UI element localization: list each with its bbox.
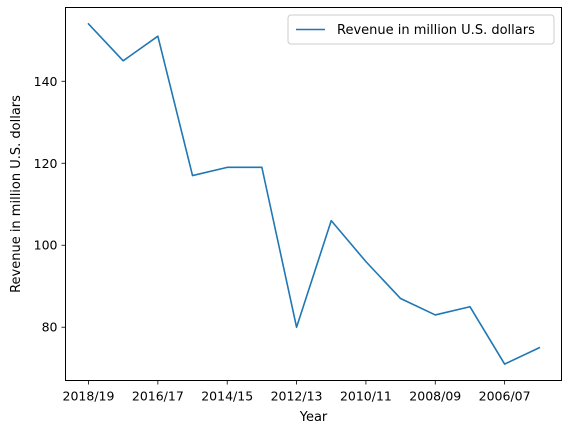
y-axis-ticks: 80 100 120 140 (34, 74, 66, 335)
legend-label: Revenue in million U.S. dollars (337, 23, 535, 38)
plot-area (65, 7, 562, 381)
plot-frame (65, 7, 562, 381)
x-tick-label: 2008/09 (409, 389, 461, 404)
y-tick-label: 140 (34, 74, 58, 89)
x-tick-label: 2012/13 (271, 389, 323, 404)
legend-box (287, 14, 555, 45)
revenue-series-line (87, 22, 541, 365)
legend: Revenue in million U.S. dollars (287, 14, 555, 45)
y-tick-label: 80 (42, 320, 58, 335)
x-tick-label: 2010/11 (340, 389, 392, 404)
x-tick-label: 2016/17 (132, 389, 184, 404)
y-tick-label: 120 (34, 156, 58, 171)
x-axis-label: Year (299, 410, 328, 425)
x-axis-ticks: 2018/19 2016/17 2014/15 2012/13 2010/11 2008/… (63, 380, 531, 404)
x-tick-label: 2006/07 (479, 389, 531, 404)
x-tick-label: 2014/15 (201, 389, 253, 404)
y-tick-label: 100 (34, 238, 58, 253)
x-tick-label: 2018/19 (63, 389, 115, 404)
y-axis-label: Revenue in million U.S. dollars (9, 95, 24, 293)
